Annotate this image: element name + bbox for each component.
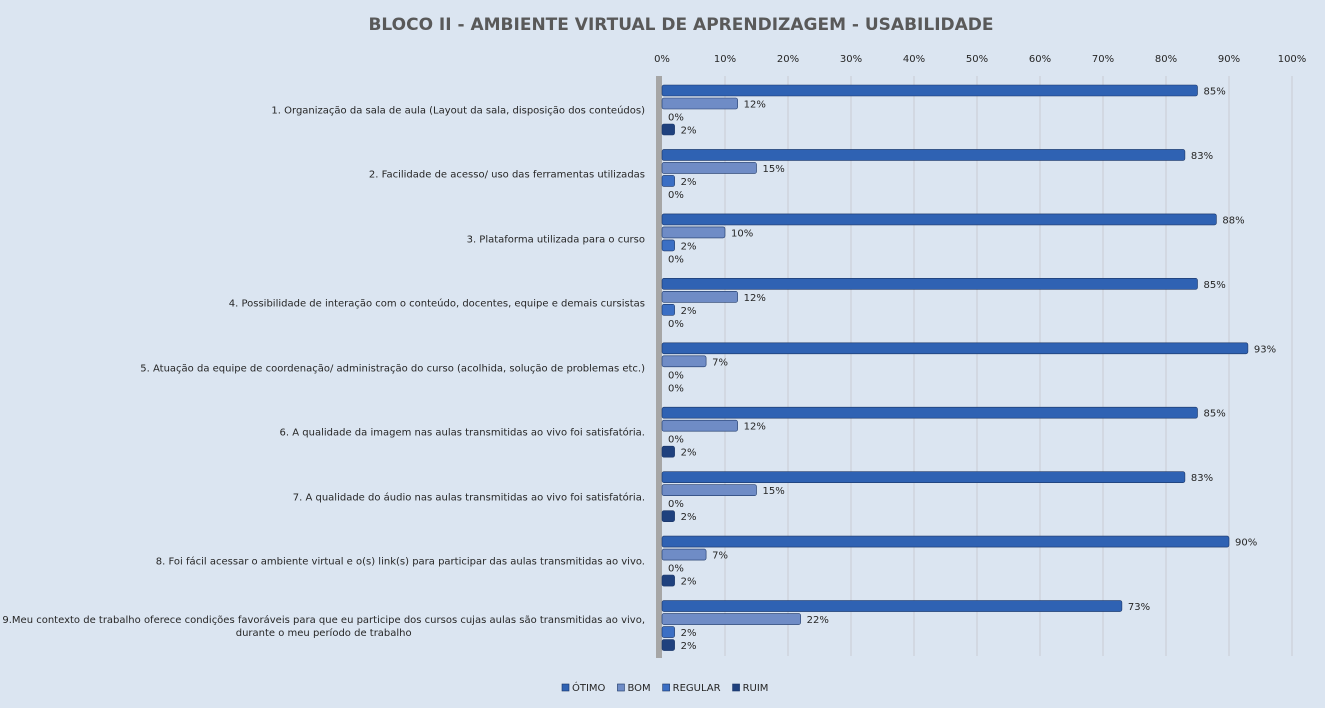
- legend-swatch: [662, 683, 670, 692]
- data-label: 0%: [668, 564, 684, 575]
- legend-swatch: [561, 683, 570, 692]
- data-label: 22%: [807, 615, 829, 626]
- data-label: 15%: [763, 486, 785, 497]
- data-label: 90%: [1235, 538, 1257, 549]
- bar: [661, 213, 1217, 226]
- data-label: 2%: [681, 641, 697, 652]
- bar: [661, 123, 675, 136]
- data-label: 0%: [668, 370, 684, 381]
- x-tick-label: 50%: [966, 54, 988, 65]
- bar: [661, 84, 1198, 97]
- x-tick-label: 40%: [903, 54, 925, 65]
- data-label: 12%: [744, 422, 766, 433]
- x-tick-label: 100%: [1278, 54, 1307, 65]
- bar: [661, 445, 675, 458]
- bar: [661, 278, 1198, 290]
- data-label: 2%: [681, 628, 697, 639]
- axis-wall: [656, 76, 662, 658]
- data-label: 0%: [668, 499, 684, 510]
- legend-swatch: [617, 683, 625, 692]
- legend-label: REGULAR: [673, 683, 721, 694]
- data-label: 83%: [1191, 151, 1213, 162]
- data-label: 73%: [1128, 602, 1150, 613]
- bar: [661, 291, 738, 303]
- legend-label: BOM: [627, 683, 650, 694]
- category-label: 4. Possibilidade de interação com o cont…: [228, 298, 645, 310]
- legend-swatch: [732, 683, 740, 692]
- category-label: 3. Plataforma utilizada para o curso: [466, 234, 645, 246]
- data-label: 85%: [1204, 280, 1226, 291]
- data-label: 7%: [712, 551, 728, 562]
- data-label: 2%: [681, 177, 697, 188]
- data-label: 0%: [668, 190, 684, 201]
- legend-label: ÓTIMO: [572, 681, 606, 694]
- bar: [661, 355, 707, 368]
- data-label: 0%: [668, 254, 684, 265]
- x-tick-label: 30%: [840, 54, 862, 65]
- bar: [661, 626, 675, 638]
- x-tick-label: 90%: [1218, 54, 1240, 65]
- data-label: 2%: [681, 512, 697, 523]
- data-label: 2%: [681, 306, 697, 317]
- data-label: 2%: [681, 126, 697, 137]
- category-label: 1. Organização da sala de aula (Layout d…: [271, 105, 645, 117]
- data-label: 85%: [1204, 409, 1226, 420]
- bar: [661, 304, 675, 316]
- data-label: 15%: [763, 164, 785, 175]
- data-label: 12%: [744, 293, 766, 304]
- data-label: 0%: [668, 435, 684, 446]
- legend-label: RUIM: [743, 683, 769, 694]
- data-label: 2%: [681, 577, 697, 588]
- x-tick-label: 80%: [1155, 54, 1177, 65]
- x-tick-label: 10%: [714, 54, 736, 65]
- data-label: 0%: [668, 319, 684, 330]
- bar: [661, 484, 757, 496]
- x-tick-label: 70%: [1092, 54, 1114, 65]
- data-label: 2%: [681, 448, 697, 459]
- data-label: 85%: [1204, 87, 1226, 98]
- chart-title: BLOCO II - AMBIENTE VIRTUAL DE APRENDIZA…: [368, 15, 993, 35]
- bar: [661, 97, 738, 110]
- data-label: 93%: [1254, 344, 1276, 355]
- bar: [661, 342, 1249, 355]
- category-label: 7. A qualidade do áudio nas aulas transm…: [292, 492, 645, 504]
- bar: [661, 175, 675, 187]
- x-tick-label: 0%: [654, 54, 670, 65]
- data-label: 7%: [712, 357, 728, 368]
- category-label: 6. A qualidade da imagem nas aulas trans…: [279, 427, 645, 439]
- bar: [661, 574, 675, 587]
- x-tick-label: 20%: [777, 54, 799, 65]
- x-tick-label: 60%: [1029, 54, 1051, 65]
- bar: [661, 471, 1186, 483]
- bar: [661, 535, 1230, 548]
- bar: [661, 406, 1198, 419]
- bar: [661, 613, 801, 625]
- bar: [661, 510, 675, 522]
- bar: [661, 419, 738, 432]
- bar: [661, 239, 675, 252]
- data-label: 0%: [668, 113, 684, 124]
- data-label: 12%: [744, 100, 766, 111]
- data-label: 2%: [681, 241, 697, 252]
- category-label: 8. Foi fácil acessar o ambiente virtual …: [155, 556, 645, 568]
- data-label: 10%: [731, 228, 753, 239]
- data-label: 83%: [1191, 473, 1213, 484]
- category-label: 9.Meu contexto de trabalho oferece condi…: [2, 614, 645, 639]
- bar: [661, 548, 707, 561]
- category-label: 5. Atuação da equipe de coordenação/ adm…: [140, 363, 645, 375]
- bar: [661, 149, 1186, 161]
- category-label: 2. Facilidade de acesso/ uso das ferrame…: [368, 169, 645, 181]
- data-label: 88%: [1222, 215, 1244, 226]
- bar: [661, 162, 757, 174]
- bar: [661, 226, 726, 239]
- bar: [661, 639, 675, 651]
- bar: [661, 600, 1123, 612]
- data-label: 0%: [668, 383, 684, 394]
